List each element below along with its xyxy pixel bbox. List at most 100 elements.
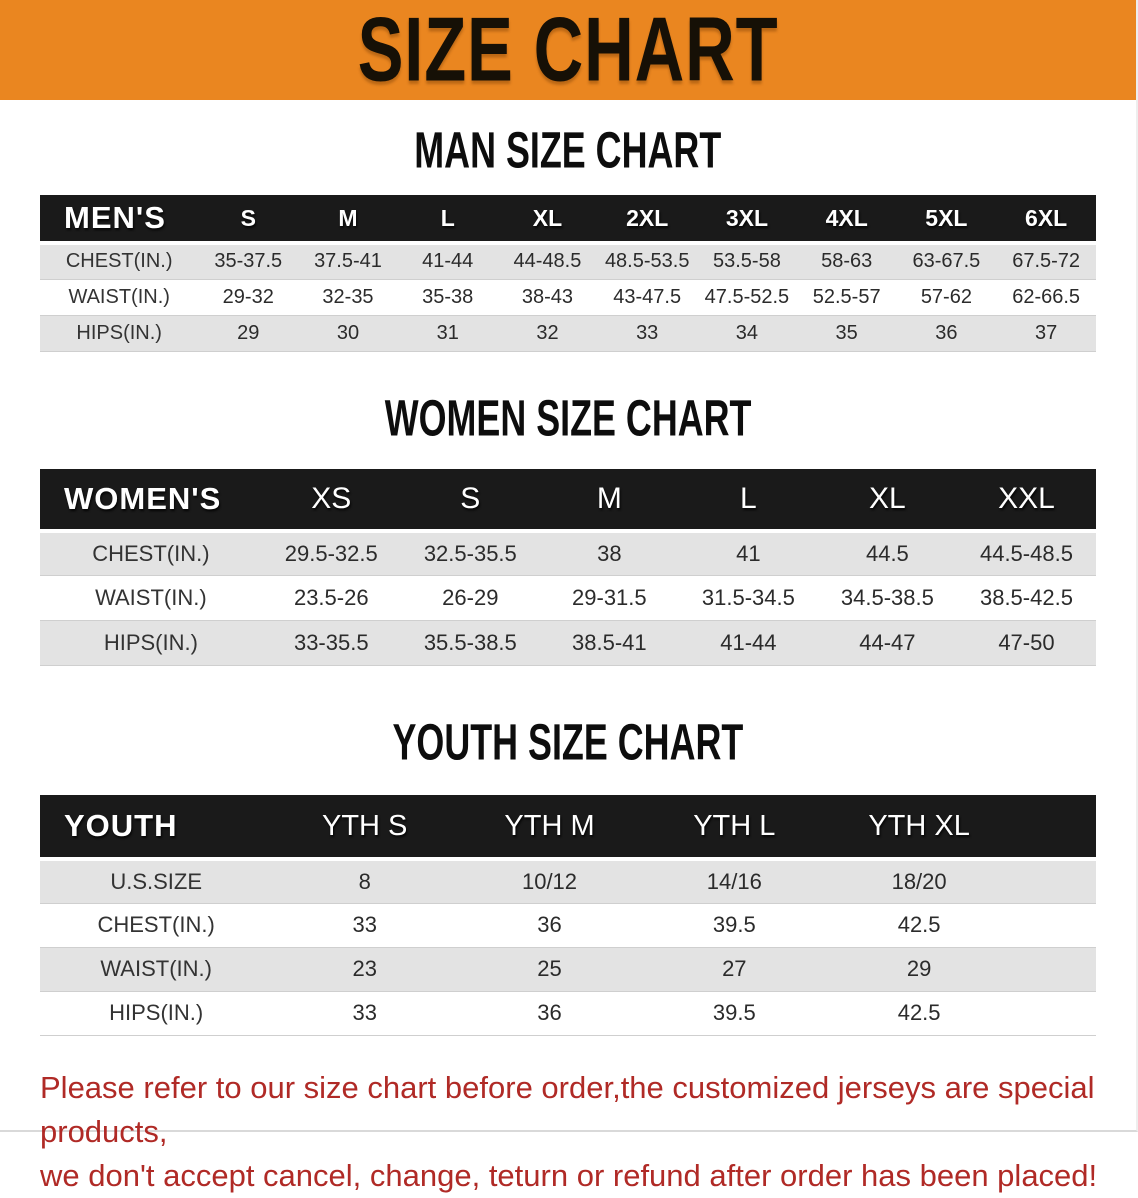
measurement-value: 34 [697,315,797,352]
youth-size-table: YOUTH YTH S YTH M YTH L YTH XL U.S.SIZE 8 10/12… [40,795,1096,1036]
row-label: WAIST(IN.) [40,947,273,992]
measurement-value: 38.5-41 [539,620,679,666]
measurement-row: WAIST(IN.) 23.5-26 26-29 29-31.5 31.5-34.5 34… [40,575,1096,621]
man-size-table: MEN'S S M L XL 2XL 3XL 4XL 5XL 6XL CHEST(IN.) 35-37… [40,195,1096,352]
size-column-header: 6XL [996,195,1096,245]
measurement-value: 8 [272,859,458,904]
measurement-value: 67.5-72 [996,243,1096,280]
table-title-cell: MEN'S [40,195,199,245]
measurement-value: 33-35.5 [261,620,401,666]
measurement-value: 31 [397,315,498,352]
size-column-header: XXL [956,468,1096,533]
measurement-value: 27 [641,947,827,992]
size-column-header: XL [817,468,957,533]
women-size-table: WOMEN'S XS S M L XL XXL CHEST(IN.) 29.5-32.5 32.5… [40,468,1096,666]
measurement-value: 37.5-41 [298,243,398,280]
size-table-header-row: WOMEN'S XS S M L XL XXL [40,468,1096,533]
measurement-value: 39.5 [641,991,827,1036]
youth-section-heading-text: YOUTH SIZE CHART [392,713,744,771]
measurement-value: 14/16 [641,859,827,904]
measurement-value: 31.5-34.5 [678,575,818,621]
row-label: CHEST(IN.) [40,243,199,280]
measurement-value: 41-44 [397,243,498,280]
measurement-value: 44-48.5 [497,243,598,280]
size-column-header: M [298,195,398,245]
measurement-value: 47.5-52.5 [697,279,797,316]
measurement-value: 35-38 [397,279,498,316]
man-size-section: MAN SIZE CHART MEN'S S M L XL 2XL 3XL 4XL 5XL 6XL… [0,121,1136,352]
measurement-value: 35-37.5 [198,243,299,280]
size-column-header: YTH XL [826,795,1012,861]
row-label: HIPS(IN.) [40,991,273,1036]
man-section-heading-text: MAN SIZE CHART [414,121,722,179]
measurement-value: 33 [272,991,458,1036]
size-column-header: XL [497,195,598,245]
row-label: HIPS(IN.) [40,315,199,352]
measurement-row: CHEST(IN.) 33 36 39.5 42.5 [40,903,1096,948]
size-column-header: L [397,195,498,245]
measurement-value: 29-31.5 [539,575,679,621]
measurement-value: 62-66.5 [996,279,1096,316]
size-column-header: S [198,195,299,245]
measurement-value: 36 [457,903,642,948]
table-title-cell: WOMEN'S [40,468,262,533]
measurement-value: 38 [539,530,679,576]
table-title-cell: YOUTH [40,795,273,861]
measurement-row: HIPS(IN.) 29 30 31 32 33 34 35 36 37 [40,315,1096,352]
measurement-value: 44.5-48.5 [956,530,1096,576]
measurement-value: 23.5-26 [261,575,401,621]
measurement-value: 29 [826,947,1012,992]
measurement-value: 63-67.5 [896,243,997,280]
women-section-heading-text: WOMEN SIZE CHART [384,388,752,447]
size-column-header: L [678,468,818,533]
measurement-value: 32.5-35.5 [400,530,540,576]
measurement-value: 23 [272,947,458,992]
women-section-heading: WOMEN SIZE CHART [0,388,1136,453]
page-title: SIZE CHART [357,0,779,101]
measurement-value: 33 [272,903,458,948]
measurement-value: 18/20 [826,859,1012,904]
youth-section-heading: YOUTH SIZE CHART [0,713,1136,777]
measurement-value: 44.5 [817,530,957,576]
youth-size-section: YOUTH SIZE CHART YOUTH YTH S YTH M YTH L YTH… [0,713,1136,1036]
women-size-section: WOMEN SIZE CHART WOMEN'S XS S M L XL XXL CHEST(… [0,388,1136,666]
banner: SIZE CHART [0,0,1136,101]
measurement-value: 48.5-53.5 [597,243,698,280]
measurement-value: 26-29 [400,575,540,621]
measurement-value: 42.5 [826,903,1012,948]
measurement-value: 10/12 [457,859,642,904]
size-column-header: 3XL [697,195,797,245]
size-table-header-row: YOUTH YTH S YTH M YTH L YTH XL [40,795,1096,861]
spacer-cell [1011,991,1096,1036]
measurement-value: 43-47.5 [597,279,698,316]
measurement-value: 52.5-57 [796,279,897,316]
measurement-value: 41 [678,530,818,576]
row-label: WAIST(IN.) [40,575,262,621]
measurement-value: 36 [896,315,997,352]
disclaimer-line-1: Please refer to our size chart before or… [40,1069,1095,1149]
measurement-value: 42.5 [826,991,1012,1036]
measurement-value: 34.5-38.5 [817,575,957,621]
measurement-value: 53.5-58 [697,243,797,280]
measurement-value: 36 [457,991,642,1036]
size-column-header: YTH M [457,795,642,861]
spacer-cell [1011,859,1096,904]
measurement-value: 57-62 [896,279,997,316]
measurement-value: 35.5-38.5 [400,620,540,666]
spacer-cell [1011,795,1096,861]
row-label: U.S.SIZE [40,859,273,904]
measurement-value: 25 [457,947,642,992]
size-column-header: YTH L [641,795,827,861]
measurement-value: 38.5-42.5 [956,575,1096,621]
measurement-value: 47-50 [956,620,1096,666]
measurement-value: 58-63 [796,243,897,280]
size-column-header: 5XL [896,195,997,245]
measurement-value: 32-35 [298,279,398,316]
man-section-heading: MAN SIZE CHART [0,121,1136,185]
size-table-header-row: MEN'S S M L XL 2XL 3XL 4XL 5XL 6XL [40,195,1096,245]
measurement-value: 35 [796,315,897,352]
measurement-value: 29.5-32.5 [261,530,401,576]
measurement-value: 38-43 [497,279,598,316]
disclaimer-line-2: we don't accept cancel, change, teturn o… [40,1157,1098,1193]
